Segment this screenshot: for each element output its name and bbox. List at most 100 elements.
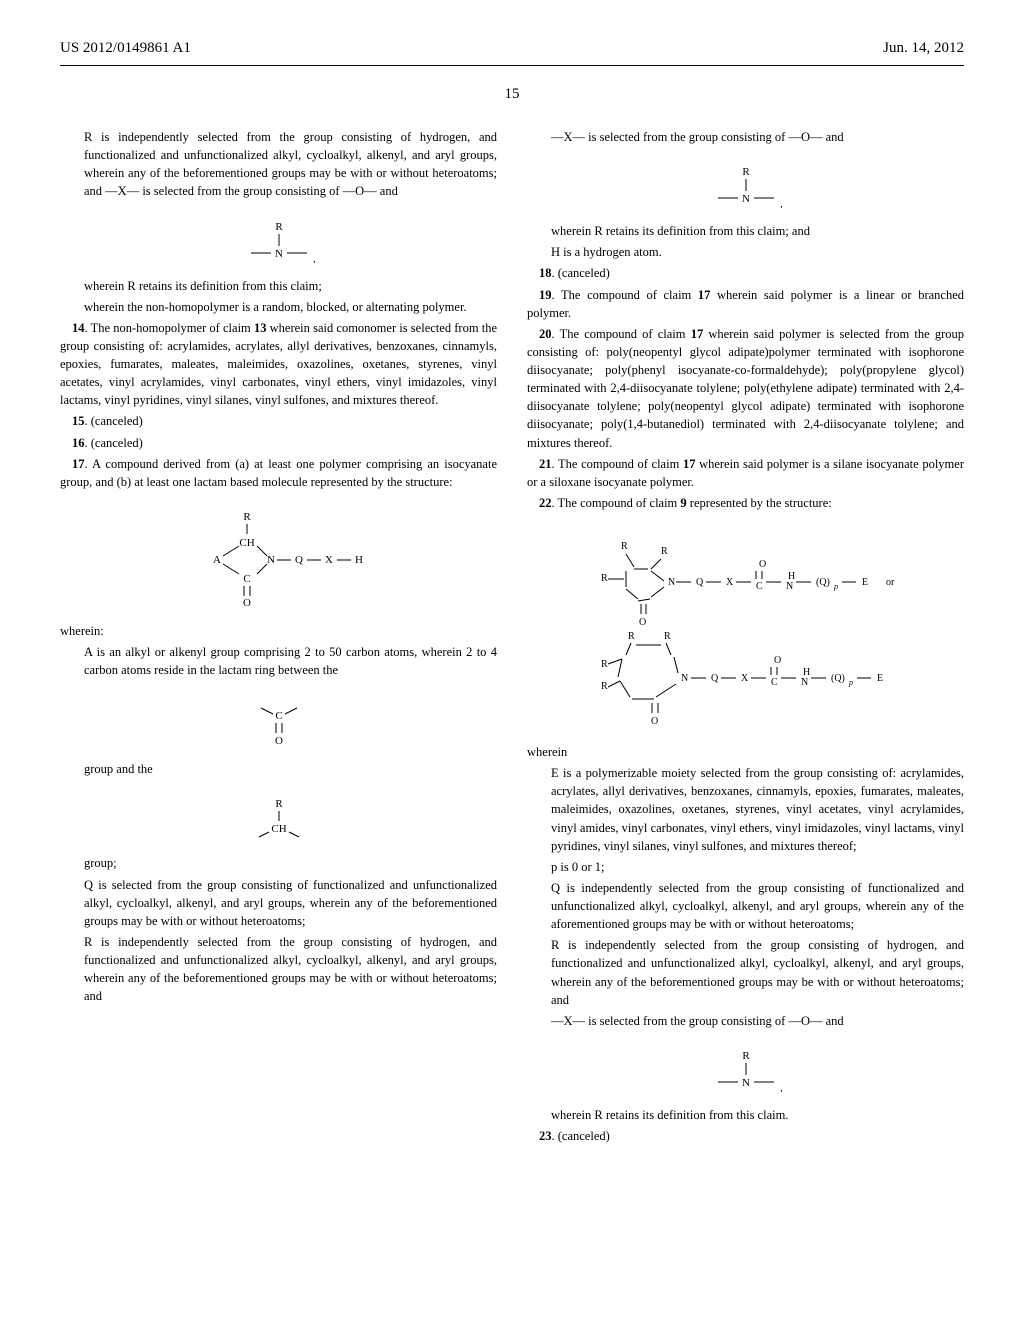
svg-text:Q: Q <box>295 554 303 566</box>
rn-structure-3: R N , <box>527 1033 964 1106</box>
svg-text:or: or <box>886 577 895 588</box>
svg-text:CH: CH <box>239 537 254 549</box>
x-definition: —X— is selected from the group consistin… <box>527 128 964 146</box>
svg-text:R: R <box>742 1050 750 1062</box>
svg-text:C: C <box>771 677 778 688</box>
h-def: H is a hydrogen atom. <box>527 243 964 261</box>
svg-text:O: O <box>759 559 766 570</box>
svg-text:,: , <box>780 198 783 208</box>
svg-text:O: O <box>639 617 646 628</box>
claim-19-ref: 17 <box>698 288 711 302</box>
claim-16-num: 16 <box>72 436 85 450</box>
svg-text:Q: Q <box>711 673 719 684</box>
co-structure: C O <box>60 682 497 760</box>
svg-text:O: O <box>275 735 283 746</box>
header-left: US 2012/0149861 A1 <box>60 40 191 57</box>
svg-text:R: R <box>243 511 251 523</box>
q-definition: Q is selected from the group consisting … <box>60 876 497 930</box>
p-definition: p is 0 or 1; <box>527 858 964 876</box>
claim-17: 17. A compound derived from (a) at least… <box>60 455 497 491</box>
svg-text:C: C <box>275 710 282 722</box>
svg-text:R: R <box>601 659 608 670</box>
chem-svg-rn: R N , <box>239 218 319 263</box>
header-right: Jun. 14, 2012 <box>883 40 964 57</box>
svg-text:R: R <box>664 631 671 642</box>
group-and: group and the <box>60 760 497 778</box>
svg-text:p: p <box>848 678 853 687</box>
retain-r-2: wherein R retains its definition from th… <box>527 1106 964 1124</box>
svg-text:E: E <box>877 673 883 684</box>
svg-text:(Q): (Q) <box>831 673 845 684</box>
svg-text:O: O <box>243 597 251 608</box>
a-definition: A is an alkyl or alkenyl group comprisin… <box>60 643 497 679</box>
r-definition: R is independently selected from the gro… <box>60 128 497 201</box>
claim-21-ref: 17 <box>683 457 696 471</box>
claim-18-num: 18 <box>539 266 552 280</box>
page-header: US 2012/0149861 A1 Jun. 14, 2012 <box>60 40 964 57</box>
chem-svg-lactam: R CH A N C O Q X H <box>179 508 379 608</box>
chem-svg-rch: R CH <box>249 795 309 840</box>
rn-structure-small: R N , <box>60 204 497 277</box>
lactam-structure: R CH A N C O Q X H <box>60 494 497 622</box>
svg-text:R: R <box>275 798 283 810</box>
claim-22-num: 22 <box>539 496 552 510</box>
group-semi: group; <box>60 854 497 872</box>
svg-text:CH: CH <box>271 823 286 835</box>
ring-structures: R R R N O <box>527 515 964 743</box>
svg-text:C: C <box>243 573 250 585</box>
claim-22: 22. The compound of claim 9 represented … <box>527 494 964 512</box>
svg-text:C: C <box>756 581 763 592</box>
claim-15: 15. (canceled) <box>60 412 497 430</box>
nonhomo-def: wherein the non-homopolymer is a random,… <box>60 298 497 316</box>
q-definition-2: Q is independently selected from the gro… <box>527 879 964 933</box>
chem-svg-rn-2: R N , <box>706 163 786 208</box>
svg-text:R: R <box>601 681 608 692</box>
claim-19-num: 19 <box>539 288 552 302</box>
svg-text:H: H <box>355 554 363 566</box>
struct-r: R <box>275 221 283 233</box>
svg-text:N: N <box>668 577 675 588</box>
svg-text:E: E <box>862 577 868 588</box>
svg-text:X: X <box>726 577 734 588</box>
wherein-2: wherein <box>527 743 964 761</box>
rn-structure-right: R N , <box>527 149 964 222</box>
claim-14-ref: 13 <box>254 321 267 335</box>
claim-20-num: 20 <box>539 327 552 341</box>
claim-16: 16. (canceled) <box>60 434 497 452</box>
chem-svg-co: C O <box>249 696 309 746</box>
claim-23-num: 23 <box>539 1129 552 1143</box>
struct-comma: , <box>313 253 316 263</box>
svg-text:,: , <box>780 1082 783 1092</box>
r-definition-2: R is independently selected from the gro… <box>60 933 497 1006</box>
claim-21-num: 21 <box>539 457 552 471</box>
svg-text:(Q): (Q) <box>816 577 830 588</box>
x-definition-2: —X— is selected from the group consistin… <box>527 1012 964 1030</box>
svg-text:X: X <box>325 554 333 566</box>
text-columns: R is independently selected from the gro… <box>60 128 964 1148</box>
svg-text:X: X <box>741 673 749 684</box>
left-column: R is independently selected from the gro… <box>60 128 497 1148</box>
claim-15-num: 15 <box>72 414 85 428</box>
struct-n: N <box>275 248 283 260</box>
svg-text:O: O <box>651 716 658 727</box>
svg-text:N: N <box>801 677 808 688</box>
right-column: —X— is selected from the group consistin… <box>527 128 964 1148</box>
claim-17-num: 17 <box>72 457 85 471</box>
claim-18: 18. (canceled) <box>527 264 964 282</box>
svg-text:R: R <box>601 573 608 584</box>
r-definition-3: R is independently selected from the gro… <box>527 936 964 1009</box>
svg-text:N: N <box>681 673 688 684</box>
svg-text:R: R <box>621 541 628 552</box>
svg-text:O: O <box>774 655 781 666</box>
claim-23: 23. (canceled) <box>527 1127 964 1145</box>
svg-text:A: A <box>213 554 221 566</box>
svg-text:N: N <box>742 193 750 205</box>
svg-text:N: N <box>742 1077 750 1089</box>
svg-text:R: R <box>628 631 635 642</box>
claim-20-ref: 17 <box>691 327 704 341</box>
svg-text:R: R <box>742 166 750 178</box>
svg-text:R: R <box>661 546 668 557</box>
rch-structure: R CH <box>60 781 497 854</box>
page-number: 15 <box>60 86 964 103</box>
chem-svg-rings: R R R N O <box>556 529 936 729</box>
